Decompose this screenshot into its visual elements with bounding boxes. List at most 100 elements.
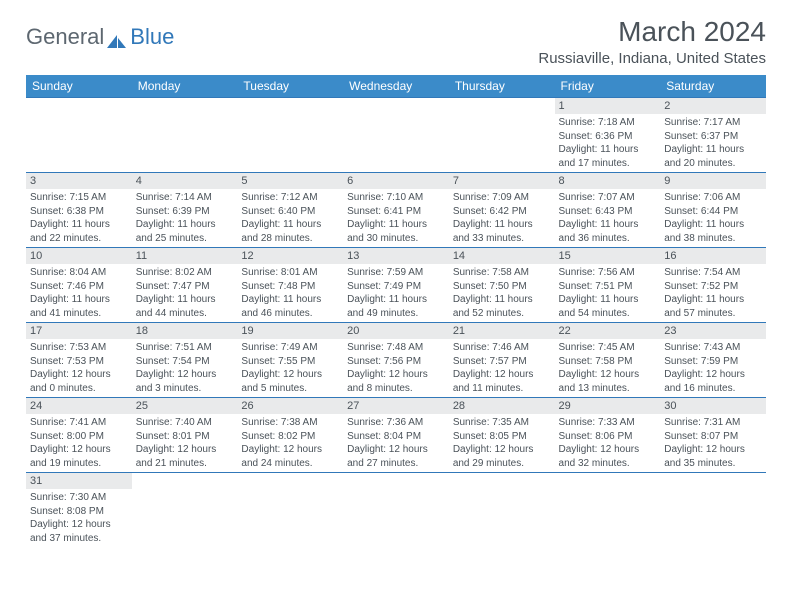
calendar-cell: 22Sunrise: 7:45 AMSunset: 7:58 PMDayligh… <box>555 323 661 398</box>
daylight-line-1: Daylight: 11 hours <box>347 293 445 307</box>
daylight-line-2: and 21 minutes. <box>136 457 234 471</box>
day-content: Sunrise: 7:56 AMSunset: 7:51 PMDaylight:… <box>555 264 661 322</box>
day-content: Sunrise: 7:31 AMSunset: 8:07 PMDaylight:… <box>660 414 766 472</box>
calendar-cell: 12Sunrise: 8:01 AMSunset: 7:48 PMDayligh… <box>237 248 343 323</box>
sunset-line: Sunset: 6:42 PM <box>453 205 551 219</box>
day-content: Sunrise: 7:45 AMSunset: 7:58 PMDaylight:… <box>555 339 661 397</box>
sunrise-line: Sunrise: 8:04 AM <box>30 266 128 280</box>
day-header-sun: Sunday <box>26 75 132 98</box>
sunset-line: Sunset: 6:38 PM <box>30 205 128 219</box>
daylight-line-2: and 44 minutes. <box>136 307 234 321</box>
calendar-cell: 14Sunrise: 7:58 AMSunset: 7:50 PMDayligh… <box>449 248 555 323</box>
sunset-line: Sunset: 8:08 PM <box>30 505 128 519</box>
sunset-line: Sunset: 7:48 PM <box>241 280 339 294</box>
calendar-cell: 6Sunrise: 7:10 AMSunset: 6:41 PMDaylight… <box>343 173 449 248</box>
daylight-line-2: and 28 minutes. <box>241 232 339 246</box>
day-number: 10 <box>26 248 132 264</box>
calendar-cell: 3Sunrise: 7:15 AMSunset: 6:38 PMDaylight… <box>26 173 132 248</box>
day-number: 22 <box>555 323 661 339</box>
day-number: 18 <box>132 323 238 339</box>
sunset-line: Sunset: 7:51 PM <box>559 280 657 294</box>
sunset-line: Sunset: 6:41 PM <box>347 205 445 219</box>
sunrise-line: Sunrise: 7:17 AM <box>664 116 762 130</box>
daylight-line-2: and 27 minutes. <box>347 457 445 471</box>
daylight-line-1: Daylight: 12 hours <box>241 368 339 382</box>
calendar-cell <box>449 98 555 173</box>
sunrise-line: Sunrise: 8:01 AM <box>241 266 339 280</box>
calendar-cell: 31Sunrise: 7:30 AMSunset: 8:08 PMDayligh… <box>26 473 132 548</box>
day-number: 31 <box>26 473 132 489</box>
sunset-line: Sunset: 8:06 PM <box>559 430 657 444</box>
daylight-line-2: and 49 minutes. <box>347 307 445 321</box>
day-number: 25 <box>132 398 238 414</box>
month-year: March 2024 <box>538 16 766 48</box>
sunset-line: Sunset: 8:05 PM <box>453 430 551 444</box>
day-content: Sunrise: 7:36 AMSunset: 8:04 PMDaylight:… <box>343 414 449 472</box>
daylight-line-2: and 35 minutes. <box>664 457 762 471</box>
daylight-line-2: and 22 minutes. <box>30 232 128 246</box>
calendar-cell <box>343 473 449 548</box>
daylight-line-2: and 20 minutes. <box>664 157 762 171</box>
logo: General Blue <box>26 24 174 50</box>
sunset-line: Sunset: 7:50 PM <box>453 280 551 294</box>
sunset-line: Sunset: 8:04 PM <box>347 430 445 444</box>
day-content: Sunrise: 7:35 AMSunset: 8:05 PMDaylight:… <box>449 414 555 472</box>
day-content: Sunrise: 7:33 AMSunset: 8:06 PMDaylight:… <box>555 414 661 472</box>
calendar-cell: 25Sunrise: 7:40 AMSunset: 8:01 PMDayligh… <box>132 398 238 473</box>
daylight-line-1: Daylight: 11 hours <box>559 218 657 232</box>
daylight-line-2: and 17 minutes. <box>559 157 657 171</box>
calendar-row: 3Sunrise: 7:15 AMSunset: 6:38 PMDaylight… <box>26 173 766 248</box>
daylight-line-1: Daylight: 11 hours <box>664 218 762 232</box>
day-content: Sunrise: 8:04 AMSunset: 7:46 PMDaylight:… <box>26 264 132 322</box>
sunset-line: Sunset: 6:37 PM <box>664 130 762 144</box>
sunset-line: Sunset: 7:53 PM <box>30 355 128 369</box>
sunrise-line: Sunrise: 7:48 AM <box>347 341 445 355</box>
calendar-cell: 26Sunrise: 7:38 AMSunset: 8:02 PMDayligh… <box>237 398 343 473</box>
calendar-cell: 10Sunrise: 8:04 AMSunset: 7:46 PMDayligh… <box>26 248 132 323</box>
day-content: Sunrise: 7:14 AMSunset: 6:39 PMDaylight:… <box>132 189 238 247</box>
daylight-line-1: Daylight: 11 hours <box>664 143 762 157</box>
day-header-wed: Wednesday <box>343 75 449 98</box>
day-number: 28 <box>449 398 555 414</box>
day-number: 9 <box>660 173 766 189</box>
calendar-cell: 21Sunrise: 7:46 AMSunset: 7:57 PMDayligh… <box>449 323 555 398</box>
calendar-cell <box>132 98 238 173</box>
day-number: 7 <box>449 173 555 189</box>
calendar-row: 24Sunrise: 7:41 AMSunset: 8:00 PMDayligh… <box>26 398 766 473</box>
calendar-cell: 9Sunrise: 7:06 AMSunset: 6:44 PMDaylight… <box>660 173 766 248</box>
day-number: 8 <box>555 173 661 189</box>
calendar-table: Sunday Monday Tuesday Wednesday Thursday… <box>26 75 766 547</box>
daylight-line-2: and 13 minutes. <box>559 382 657 396</box>
calendar-cell: 19Sunrise: 7:49 AMSunset: 7:55 PMDayligh… <box>237 323 343 398</box>
day-number: 29 <box>555 398 661 414</box>
calendar-cell <box>343 98 449 173</box>
sunrise-line: Sunrise: 7:33 AM <box>559 416 657 430</box>
header: General Blue March 2024 Russiaville, Ind… <box>26 16 766 67</box>
calendar-head: Sunday Monday Tuesday Wednesday Thursday… <box>26 75 766 98</box>
calendar-cell: 23Sunrise: 7:43 AMSunset: 7:59 PMDayligh… <box>660 323 766 398</box>
daylight-line-2: and 57 minutes. <box>664 307 762 321</box>
day-number: 27 <box>343 398 449 414</box>
day-header-sat: Saturday <box>660 75 766 98</box>
calendar-cell: 17Sunrise: 7:53 AMSunset: 7:53 PMDayligh… <box>26 323 132 398</box>
daylight-line-2: and 46 minutes. <box>241 307 339 321</box>
day-content: Sunrise: 7:18 AMSunset: 6:36 PMDaylight:… <box>555 114 661 172</box>
day-content: Sunrise: 8:01 AMSunset: 7:48 PMDaylight:… <box>237 264 343 322</box>
calendar-page: General Blue March 2024 Russiaville, Ind… <box>0 0 792 563</box>
day-content: Sunrise: 7:17 AMSunset: 6:37 PMDaylight:… <box>660 114 766 172</box>
sunrise-line: Sunrise: 7:35 AM <box>453 416 551 430</box>
daylight-line-2: and 11 minutes. <box>453 382 551 396</box>
daylight-line-1: Daylight: 11 hours <box>559 293 657 307</box>
day-header-mon: Monday <box>132 75 238 98</box>
sunset-line: Sunset: 7:56 PM <box>347 355 445 369</box>
logo-text-general: General <box>26 24 104 50</box>
day-number: 14 <box>449 248 555 264</box>
daylight-line-2: and 33 minutes. <box>453 232 551 246</box>
day-number: 19 <box>237 323 343 339</box>
daylight-line-1: Daylight: 11 hours <box>241 218 339 232</box>
sunset-line: Sunset: 7:55 PM <box>241 355 339 369</box>
sunrise-line: Sunrise: 7:46 AM <box>453 341 551 355</box>
sunrise-line: Sunrise: 7:30 AM <box>30 491 128 505</box>
sunrise-line: Sunrise: 7:59 AM <box>347 266 445 280</box>
day-content: Sunrise: 7:38 AMSunset: 8:02 PMDaylight:… <box>237 414 343 472</box>
